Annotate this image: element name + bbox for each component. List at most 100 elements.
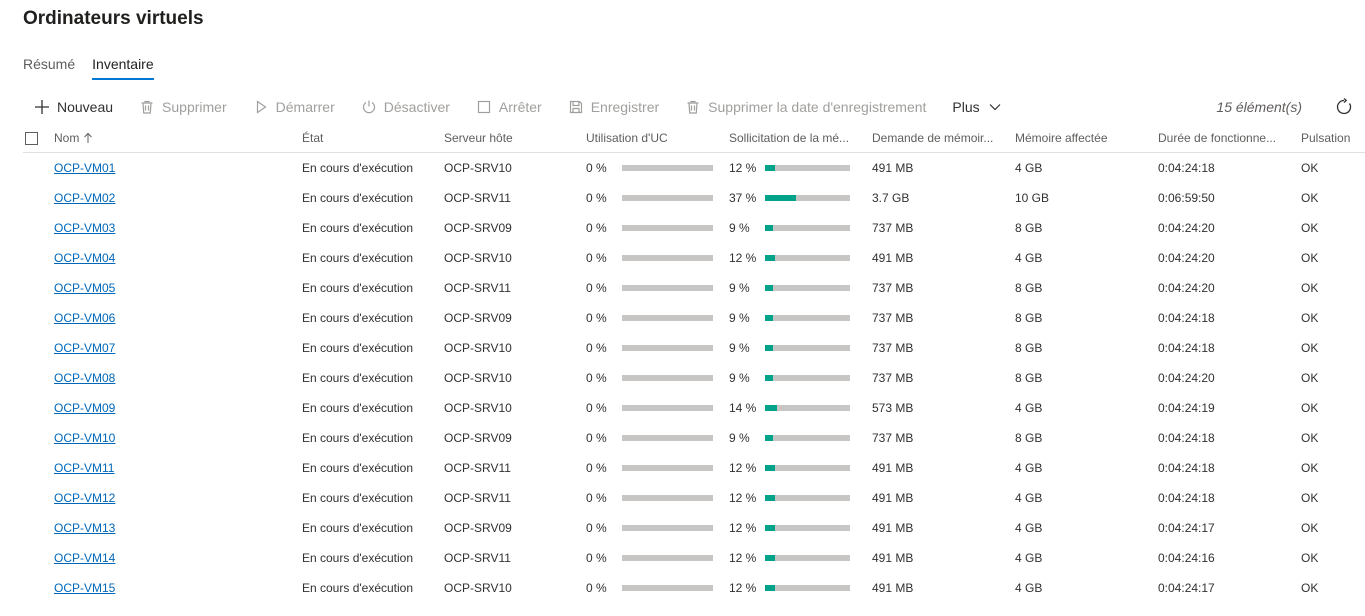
uptime: 0:06:59:50 — [1158, 191, 1215, 205]
column-header-name[interactable]: Nom — [54, 126, 284, 150]
vm-name-link[interactable]: OCP-VM14 — [54, 551, 116, 565]
cpu-percent: 0 % — [586, 281, 607, 295]
column-header-memory-pressure[interactable]: Sollicitation de la mé... — [729, 131, 850, 145]
cpu-usage-bar — [622, 525, 713, 531]
memory-demand: 491 MB — [872, 551, 914, 565]
vm-state: En cours d'exécution — [302, 191, 414, 205]
column-header-state[interactable]: État — [302, 131, 324, 145]
vm-name-link[interactable]: OCP-VM05 — [54, 281, 116, 295]
vm-host: OCP-SRV10 — [444, 401, 512, 415]
vm-name-link[interactable]: OCP-VM02 — [54, 191, 116, 205]
memory-demand: 491 MB — [872, 461, 914, 475]
column-header-uptime[interactable]: Durée de fonctionne... — [1158, 131, 1277, 145]
column-header-memory-demand[interactable]: Demande de mémoir... — [872, 131, 994, 145]
vm-host: OCP-SRV10 — [444, 581, 512, 595]
heartbeat: OK — [1301, 311, 1319, 325]
column-header-cpu[interactable]: Utilisation d'UC — [586, 131, 668, 145]
memory-pressure-bar — [765, 435, 850, 441]
uptime: 0:04:24:17 — [1158, 521, 1215, 535]
stop-button[interactable]: Arrêter — [476, 99, 542, 115]
new-button[interactable]: Nouveau — [34, 99, 113, 115]
vm-state: En cours d'exécution — [302, 341, 414, 355]
table-row[interactable]: OCP-VM14 En cours d'exécution OCP-SRV11 0 %… — [23, 543, 1365, 573]
heartbeat: OK — [1301, 401, 1319, 415]
memory-demand: 737 MB — [872, 221, 914, 235]
column-header-heartbeat[interactable]: Pulsation — [1301, 131, 1351, 145]
cpu-percent: 0 % — [586, 431, 607, 445]
vm-host: OCP-SRV11 — [444, 491, 511, 505]
table-row[interactable]: OCP-VM13 En cours d'exécution OCP-SRV09 0 %… — [23, 513, 1365, 543]
memory-demand: 491 MB — [872, 521, 914, 535]
table-row[interactable]: OCP-VM08 En cours d'exécution OCP-SRV10 0 %… — [23, 363, 1365, 393]
cpu-usage-bar — [622, 195, 713, 201]
memory-pressure-bar — [765, 465, 850, 471]
heartbeat: OK — [1301, 431, 1319, 445]
memory-pressure-fill — [765, 585, 776, 591]
memory-pressure-fill — [765, 315, 773, 321]
table-row[interactable]: OCP-VM11 En cours d'exécution OCP-SRV11 0 %… — [23, 453, 1365, 483]
heartbeat: OK — [1301, 161, 1319, 175]
start-button[interactable]: Démarrer — [253, 99, 335, 115]
refresh-icon[interactable] — [1334, 97, 1354, 117]
memory-demand: 3.7 GB — [872, 191, 910, 205]
table-row[interactable]: OCP-VM09 En cours d'exécution OCP-SRV10 0 %… — [23, 393, 1365, 423]
memory-pressure-percent: 9 % — [729, 281, 750, 295]
vm-state: En cours d'exécution — [302, 431, 414, 445]
cpu-percent: 0 % — [586, 251, 607, 265]
vm-name-link[interactable]: OCP-VM04 — [54, 251, 116, 265]
vm-name-link[interactable]: OCP-VM08 — [54, 371, 116, 385]
table-row[interactable]: OCP-VM02 En cours d'exécution OCP-SRV11 0 %… — [23, 183, 1365, 213]
table-row[interactable]: OCP-VM03 En cours d'exécution OCP-SRV09 0 %… — [23, 213, 1365, 243]
column-header-memory-assigned[interactable]: Mémoire affectée — [1015, 131, 1108, 145]
memory-assigned: 4 GB — [1015, 161, 1043, 175]
vm-name-link[interactable]: OCP-VM12 — [54, 491, 116, 505]
vm-name-link[interactable]: OCP-VM09 — [54, 401, 116, 415]
new-button-label: Nouveau — [57, 99, 114, 115]
table-row[interactable]: OCP-VM10 En cours d'exécution OCP-SRV09 0 %… — [23, 423, 1365, 453]
vm-host: OCP-SRV10 — [444, 341, 512, 355]
vm-name-link[interactable]: OCP-VM06 — [54, 311, 116, 325]
delete-saved-state-button[interactable]: Supprimer la date d'enregistrement — [685, 99, 926, 115]
more-button[interactable]: Plus — [952, 99, 1002, 115]
table-row[interactable]: OCP-VM06 En cours d'exécution OCP-SRV09 0 %… — [23, 303, 1365, 333]
delete-saved-state-label: Supprimer la date d'enregistrement — [708, 99, 927, 115]
trash-icon — [685, 99, 701, 115]
uptime: 0:04:24:20 — [1158, 281, 1215, 295]
tab-summary[interactable]: Résumé — [23, 56, 76, 72]
tab-bar: Résumé Inventaire — [23, 56, 154, 80]
cpu-percent: 0 % — [586, 521, 607, 535]
memory-assigned: 8 GB — [1015, 341, 1043, 355]
table-row[interactable]: OCP-VM01 En cours d'exécution OCP-SRV10 0 %… — [23, 153, 1365, 183]
memory-assigned: 8 GB — [1015, 221, 1043, 235]
vm-name-link[interactable]: OCP-VM07 — [54, 341, 116, 355]
delete-button[interactable]: Supprimer — [139, 99, 227, 115]
vm-name-link[interactable]: OCP-VM11 — [54, 461, 115, 475]
memory-pressure-percent: 9 % — [729, 311, 750, 325]
table-row[interactable]: OCP-VM12 En cours d'exécution OCP-SRV11 0 %… — [23, 483, 1365, 513]
tab-inventory[interactable]: Inventaire — [92, 56, 154, 80]
vm-name-link[interactable]: OCP-VM03 — [54, 221, 116, 235]
column-header-host[interactable]: Serveur hôte — [444, 131, 513, 145]
vm-name-link[interactable]: OCP-VM10 — [54, 431, 116, 445]
toolbar: Nouveau Supprimer Démarrer Désactiver Ar… — [34, 94, 1354, 120]
memory-pressure-fill — [765, 165, 776, 171]
table-row[interactable]: OCP-VM15 En cours d'exécution OCP-SRV10 0 %… — [23, 573, 1365, 603]
turn-off-button[interactable]: Désactiver — [361, 99, 450, 115]
table-row[interactable]: OCP-VM05 En cours d'exécution OCP-SRV11 0 %… — [23, 273, 1365, 303]
vm-name-link[interactable]: OCP-VM01 — [54, 161, 116, 175]
vm-host: OCP-SRV10 — [444, 371, 512, 385]
memory-assigned: 8 GB — [1015, 371, 1043, 385]
vm-name-link[interactable]: OCP-VM15 — [54, 581, 116, 595]
memory-assigned: 4 GB — [1015, 461, 1043, 475]
stop-button-label: Arrêter — [498, 99, 542, 115]
save-button[interactable]: Enregistrer — [568, 99, 659, 115]
cpu-percent: 0 % — [586, 581, 607, 595]
memory-assigned: 4 GB — [1015, 581, 1043, 595]
memory-pressure-bar — [765, 375, 850, 381]
cpu-percent: 0 % — [586, 491, 607, 505]
table-row[interactable]: OCP-VM04 En cours d'exécution OCP-SRV10 0 %… — [23, 243, 1365, 273]
memory-pressure-percent: 12 % — [729, 521, 757, 535]
vm-name-link[interactable]: OCP-VM13 — [54, 521, 116, 535]
table-row[interactable]: OCP-VM07 En cours d'exécution OCP-SRV10 0 %… — [23, 333, 1365, 363]
select-all-checkbox[interactable] — [25, 131, 38, 145]
